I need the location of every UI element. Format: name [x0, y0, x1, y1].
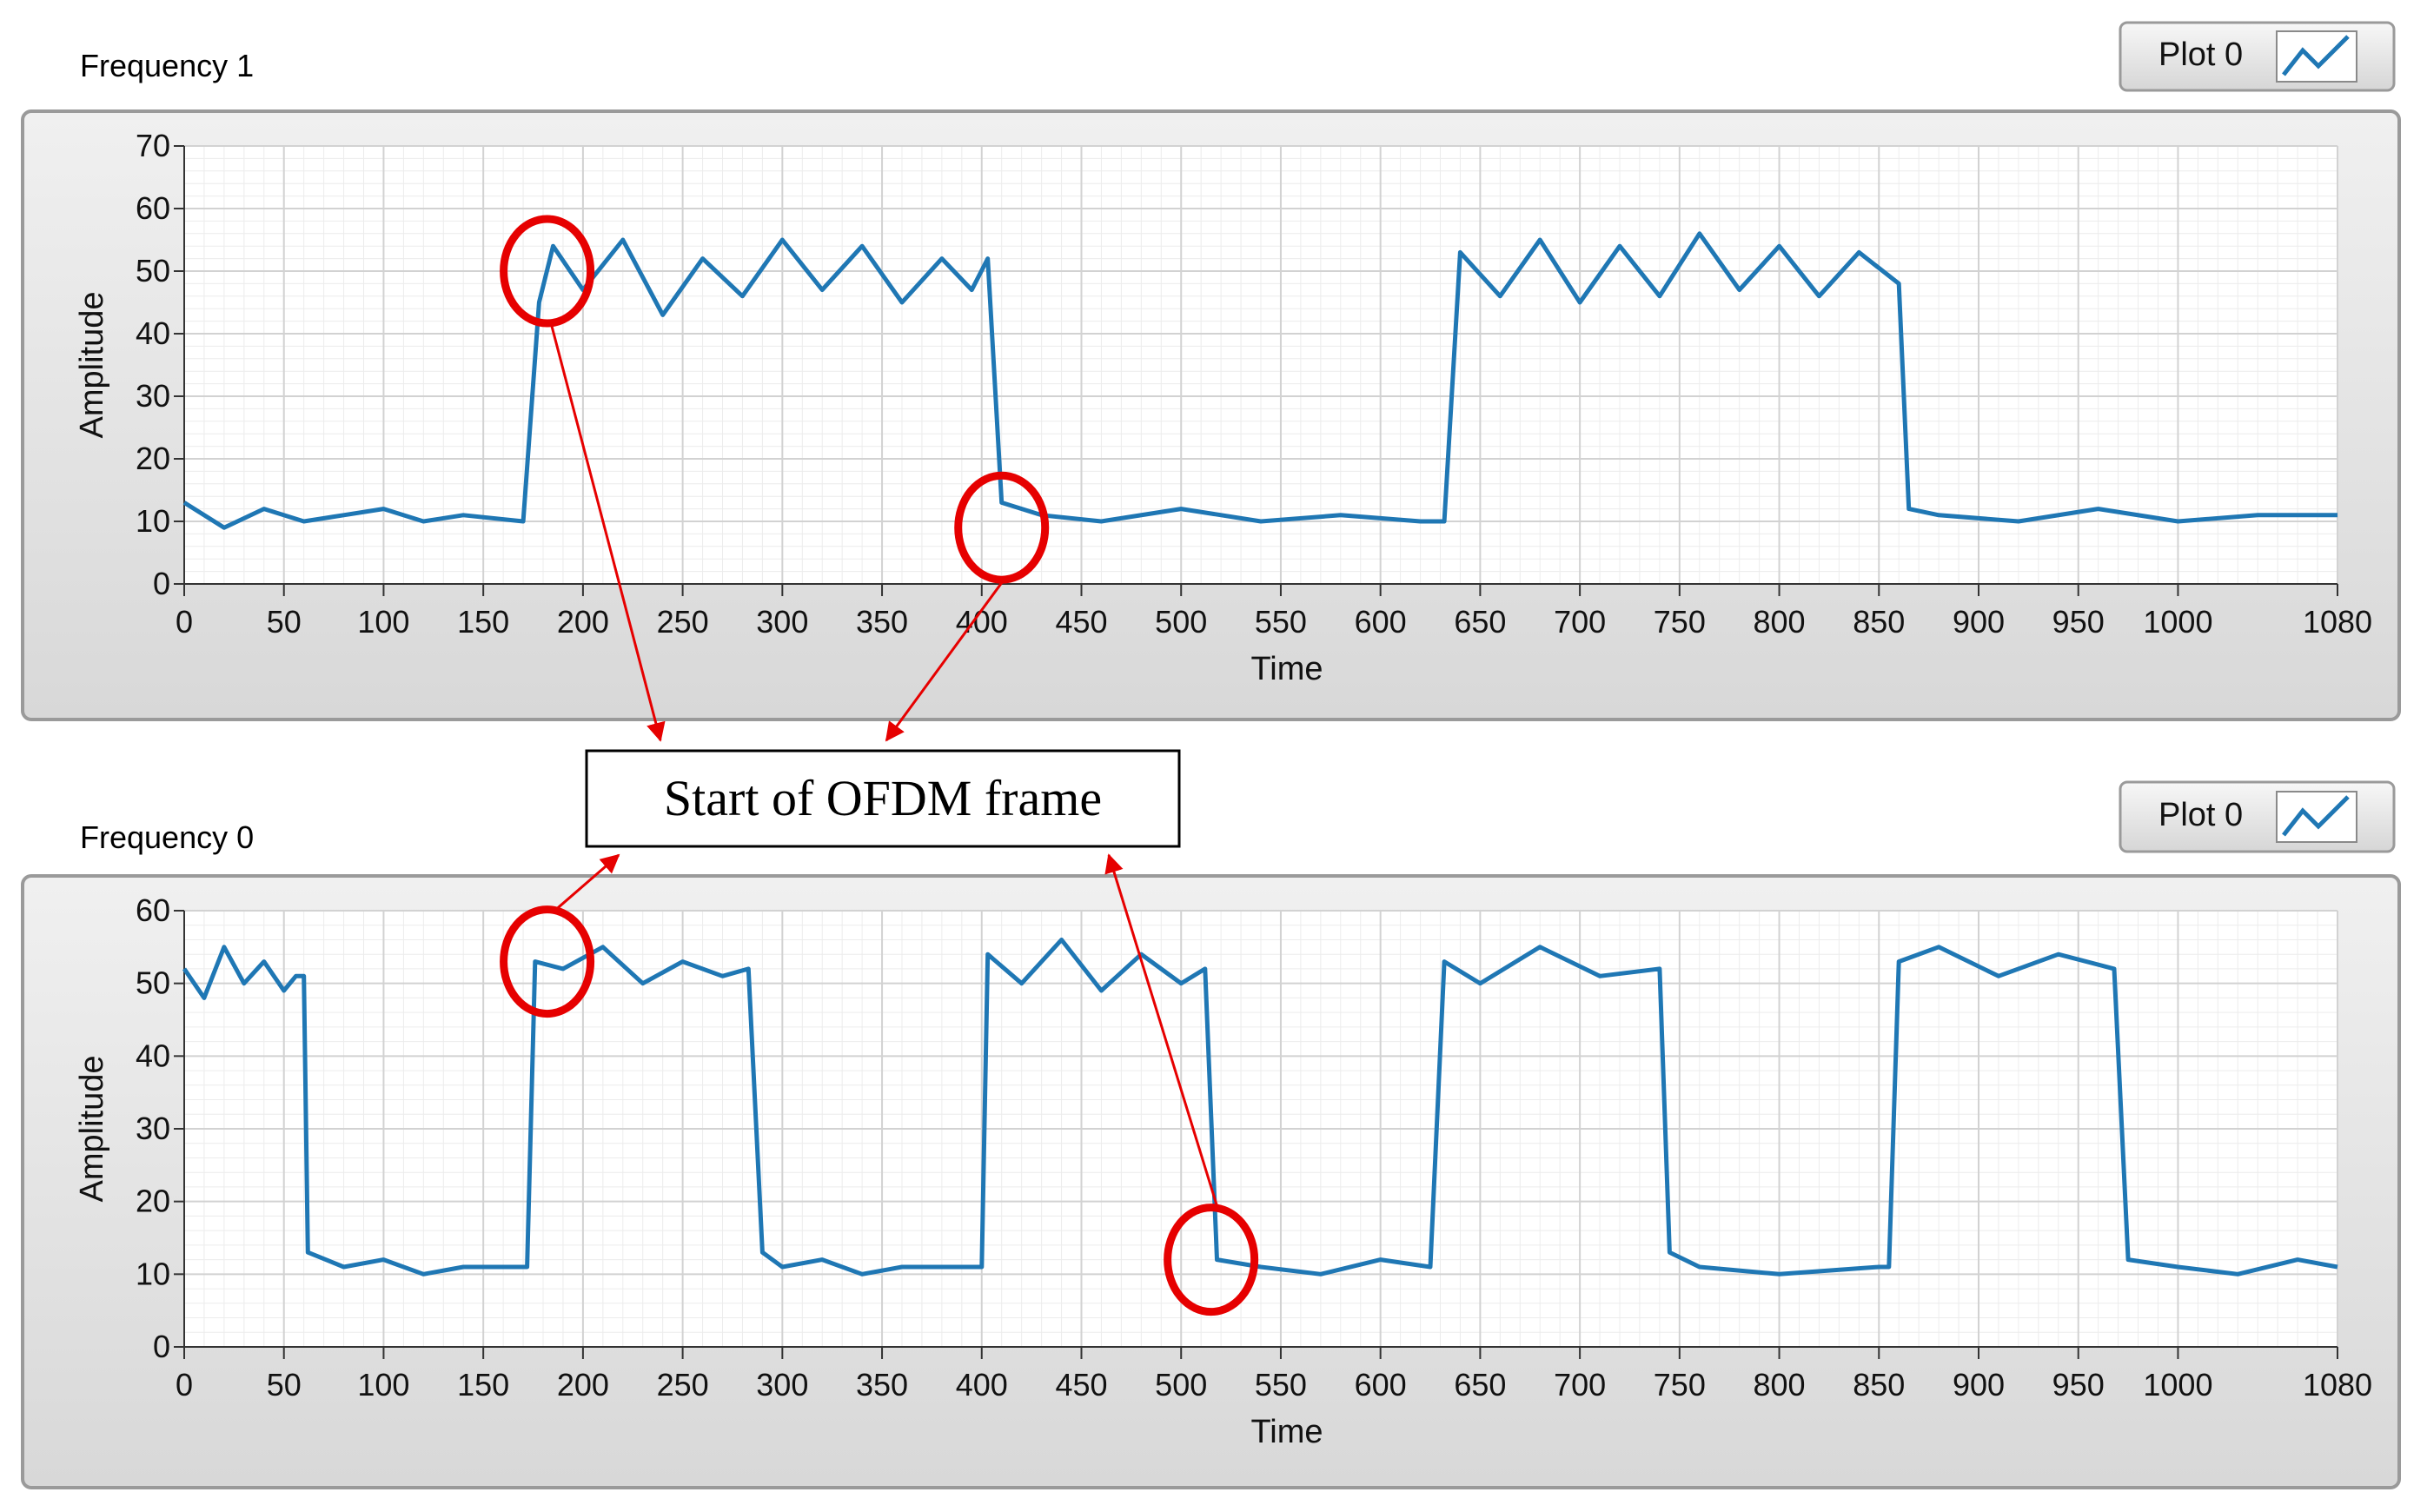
y-tick-label: 50: [136, 253, 170, 288]
x-tick-label: 650: [1454, 1367, 1506, 1403]
x-tick-label: 300: [756, 1367, 808, 1403]
y-axis-title: Amplitude: [74, 292, 110, 439]
legend-label: Plot 0: [2158, 797, 2243, 833]
x-tick-label: 350: [856, 604, 908, 640]
y-tick-label: 20: [136, 441, 170, 476]
x-tick-label: 500: [1155, 1367, 1207, 1403]
x-tick-label: 450: [1055, 604, 1107, 640]
x-tick-label: 650: [1454, 604, 1506, 640]
annotation: Start of OFDM frame: [500, 215, 1259, 1316]
annotation-text: Start of OFDM frame: [664, 770, 1102, 826]
annotation-circle-marker: [954, 471, 1050, 584]
x-tick-label: 50: [267, 604, 302, 640]
series-line: [182, 938, 2338, 1277]
x-tick-label: 100: [357, 1367, 409, 1403]
x-tick-label: 150: [457, 604, 509, 640]
x-tick-label: 0: [176, 1367, 193, 1403]
x-tick-label: 1080: [2303, 1367, 2372, 1403]
line-plot-icon: [2282, 35, 2350, 76]
x-tick-label: 1080: [2303, 604, 2372, 640]
x-tick-label: 0: [176, 604, 193, 640]
annotation-circle-marker: [500, 905, 595, 1018]
annotation-box: [585, 749, 1181, 848]
x-tick-label: 700: [1554, 1367, 1606, 1403]
x-tick-label: 200: [557, 604, 609, 640]
y-tick-label: 20: [136, 1184, 170, 1219]
x-tick-label: 750: [1654, 1367, 1706, 1403]
y-tick-label: 70: [136, 128, 170, 163]
graph-label: Frequency 1: [80, 48, 254, 83]
x-axis-title: Time: [1250, 651, 1323, 687]
x-tick-label: 250: [657, 1367, 709, 1403]
x-tick-label: 800: [1754, 604, 1806, 640]
y-tick-label: 60: [136, 892, 170, 928]
y-tick-label: 0: [153, 566, 170, 601]
annotation-circle-marker: [500, 215, 595, 328]
x-tick-label: 500: [1155, 604, 1207, 640]
x-tick-label: 1000: [2143, 1367, 2212, 1403]
y-tick-label: 40: [136, 315, 170, 351]
x-tick-label: 900: [1953, 1367, 2005, 1403]
annotation-arrow: [549, 321, 666, 742]
x-tick-label: 550: [1255, 1367, 1307, 1403]
x-tick-label: 300: [756, 604, 808, 640]
annotation-circle-marker: [1164, 1204, 1259, 1316]
annotation-arrow: [1104, 853, 1220, 1210]
x-tick-label: 100: [357, 604, 409, 640]
x-tick-label: 450: [1055, 1367, 1107, 1403]
y-tick-label: 30: [136, 1111, 170, 1146]
x-tick-label: 200: [557, 1367, 609, 1403]
x-tick-label: 350: [856, 1367, 908, 1403]
x-tick-label: 900: [1953, 604, 2005, 640]
x-tick-label: 600: [1355, 604, 1407, 640]
x-tick-label: 1000: [2143, 604, 2212, 640]
y-tick-label: 40: [136, 1038, 170, 1073]
annotation-arrow: [885, 577, 1006, 742]
x-tick-label: 850: [1853, 604, 1905, 640]
legend-label: Plot 0: [2158, 36, 2243, 73]
y-tick-label: 50: [136, 965, 170, 1001]
y-tick-label: 10: [136, 503, 170, 539]
y-tick-label: 30: [136, 378, 170, 414]
series-line: [182, 231, 2337, 530]
y-tick-label: 10: [136, 1256, 170, 1291]
plot-legend[interactable]: Plot 0: [2119, 21, 2396, 92]
x-tick-label: 400: [956, 1367, 1008, 1403]
x-tick-label: 750: [1654, 604, 1706, 640]
x-tick-label: 850: [1853, 1367, 1905, 1403]
x-tick-label: 950: [2052, 1367, 2105, 1403]
x-tick-label: 50: [267, 1367, 302, 1403]
graph-label: Frequency 0: [80, 819, 254, 855]
x-axis-title: Time: [1250, 1414, 1323, 1450]
plot-legend[interactable]: Plot 0: [2119, 780, 2396, 853]
x-tick-label: 950: [2052, 604, 2105, 640]
annotation-arrow: [553, 853, 620, 912]
y-axis-title: Amplitude: [74, 1056, 110, 1203]
y-tick-label: 0: [153, 1329, 170, 1364]
x-tick-label: 600: [1355, 1367, 1407, 1403]
line-plot-icon: [2282, 795, 2350, 837]
x-tick-label: 700: [1554, 604, 1606, 640]
annotation-markers: [500, 215, 1259, 1316]
x-tick-label: 800: [1754, 1367, 1806, 1403]
x-tick-label: 150: [457, 1367, 509, 1403]
y-tick-label: 60: [136, 190, 170, 226]
x-tick-label: 550: [1255, 604, 1307, 640]
x-tick-label: 250: [657, 604, 709, 640]
